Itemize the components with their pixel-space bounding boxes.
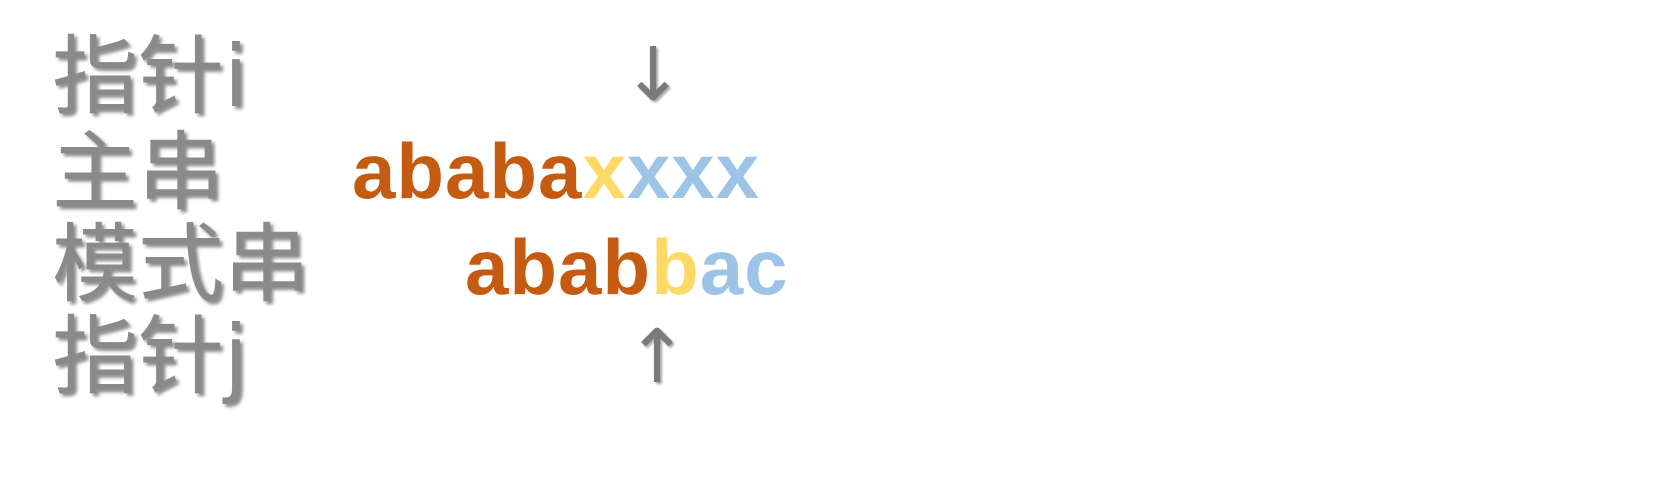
pattern-string-label: 模式串	[52, 215, 310, 315]
pattern-string: ababbac	[465, 228, 788, 306]
main-string-label: 主串	[52, 123, 224, 223]
main-string: ababaxxxx	[352, 132, 760, 210]
pattern-string-current-char: b	[651, 223, 700, 311]
main-string-current-char: x	[582, 127, 627, 215]
pattern-string-rest: ac	[699, 223, 789, 311]
main-string-rest: xxx	[626, 127, 760, 215]
pointer-j-label: 指针j	[52, 307, 248, 407]
pattern-string-matched: abab	[465, 223, 652, 311]
pointer-j-arrow-icon: ↑	[626, 314, 689, 400]
pointer-i-label: 指针i	[52, 27, 248, 127]
pointer-i-arrow-icon: ↓	[622, 32, 685, 118]
main-string-matched: ababa	[352, 127, 583, 215]
